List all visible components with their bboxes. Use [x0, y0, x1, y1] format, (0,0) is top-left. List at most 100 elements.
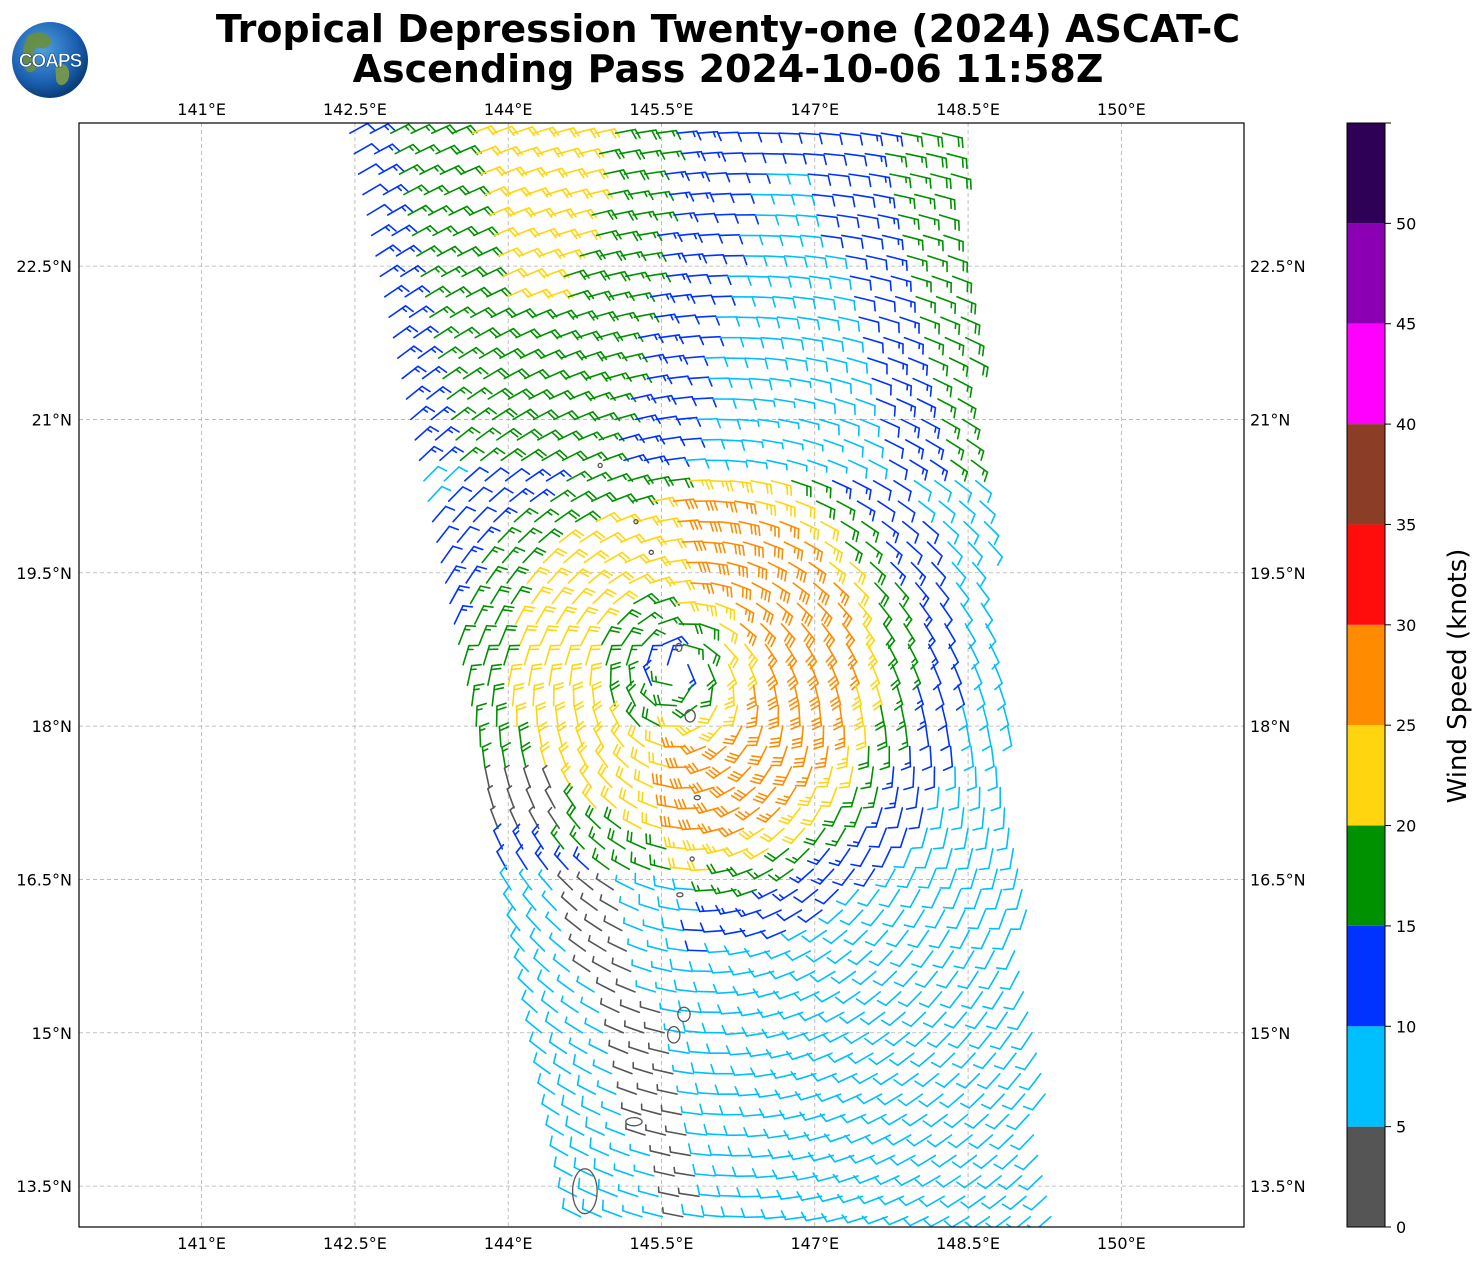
wind-barb: [828, 847, 851, 867]
wind-barb: [720, 1206, 745, 1218]
wind-barb: [664, 170, 690, 182]
wind-barb: [812, 582, 830, 606]
wind-barb: [576, 1074, 597, 1095]
wind-barb: [656, 716, 682, 727]
wind-barb: [690, 1062, 715, 1075]
wind-barb: [661, 537, 687, 549]
wind-barb: [673, 1166, 696, 1177]
wind-barb: [548, 389, 576, 401]
wind-barb: [593, 1158, 614, 1177]
wind-barb: [744, 643, 758, 669]
wind-barb: [792, 295, 817, 310]
wind-barb: [701, 541, 726, 554]
wind-barb: [693, 981, 718, 993]
wind-barb: [909, 459, 928, 481]
wind-barb: [500, 447, 527, 462]
wind-barb: [837, 602, 853, 628]
wind-barb: [788, 684, 800, 711]
wind-barb: [506, 566, 529, 584]
wind-barb: [577, 1177, 598, 1198]
wind-barb: [737, 132, 763, 143]
wind-barb: [856, 500, 876, 522]
wind-barb: [662, 354, 689, 365]
wind-barb: [798, 418, 820, 431]
wind-barb: [803, 827, 826, 846]
wind-barb: [745, 1047, 772, 1058]
wind-barb: [864, 1031, 890, 1046]
wind-barb: [537, 721, 549, 748]
lat-label-right-0: 13.5°N: [1250, 1177, 1306, 1196]
lat-label-left-3: 18°N: [32, 717, 72, 736]
wind-barb: [485, 565, 509, 584]
wind-barb: [776, 602, 794, 626]
wind-barb: [537, 429, 564, 441]
wind-barb: [767, 1148, 794, 1160]
wind-barb: [440, 265, 468, 278]
wind-barb: [560, 995, 579, 1014]
wind-barb: [886, 929, 909, 948]
colorbar-segment-7: [1347, 424, 1385, 525]
wind-barb: [525, 468, 552, 482]
wind-barb: [353, 143, 380, 155]
wind-barb: [884, 152, 908, 168]
wind-barb: [576, 871, 594, 891]
wind-barb: [797, 1011, 825, 1022]
wind-barb: [630, 851, 651, 871]
wind-barb: [830, 377, 852, 395]
wind-barb: [517, 968, 534, 993]
wind-barb: [929, 807, 945, 831]
wind-barb: [591, 700, 603, 727]
wind-barb: [857, 214, 880, 229]
colorbar-tick-label-1: 5: [1396, 1118, 1406, 1137]
wind-barb: [617, 1184, 639, 1198]
wind-barb: [373, 143, 401, 155]
wind-barb: [612, 743, 629, 768]
wind-barb: [847, 459, 868, 479]
wind-barb: [764, 643, 778, 670]
wind-barb: [452, 506, 477, 523]
wind-barb: [701, 1022, 727, 1034]
wind-barb: [524, 368, 551, 380]
wind-barb: [622, 808, 642, 830]
wind-barb: [539, 625, 559, 646]
wind-barb: [682, 840, 708, 851]
wind-barb: [722, 254, 748, 266]
wind-barb: [743, 255, 768, 267]
lat-label-left-4: 19.5°N: [16, 564, 72, 583]
wind-barb: [926, 1134, 953, 1148]
wind-barb: [719, 336, 745, 348]
wind-barb: [889, 1052, 915, 1067]
wind-barb: [868, 173, 892, 188]
wind-barb: [777, 418, 800, 430]
wind-barb: [697, 1002, 722, 1014]
wind-barb: [649, 576, 676, 587]
wind-barb: [513, 947, 530, 973]
wind-barb: [734, 1086, 760, 1097]
wind-barb: [760, 336, 785, 350]
wind-barb: [740, 336, 765, 349]
wind-barb: [554, 228, 582, 240]
colorbar-tick-label-5: 25: [1396, 716, 1416, 735]
wind-barb: [763, 1128, 789, 1139]
wind-barb: [529, 927, 546, 952]
wind-barb: [893, 193, 916, 210]
wind-barb: [660, 1104, 683, 1116]
wind-barb: [533, 1052, 551, 1075]
wind-barb: [676, 1085, 699, 1095]
wind-barb: [896, 704, 906, 731]
wind-barb: [541, 764, 552, 789]
wind-barb: [940, 725, 951, 752]
wind-barb: [957, 970, 979, 990]
wind-barb: [772, 766, 793, 786]
lon-label-bottom-2: 144°E: [484, 1234, 533, 1253]
wind-barb: [716, 418, 742, 430]
wind-barb: [846, 643, 858, 670]
wind-barb: [587, 569, 614, 584]
wind-barb: [592, 1059, 613, 1075]
colorbar-tick-label-6: 30: [1396, 616, 1416, 635]
wind-barb: [469, 585, 491, 605]
wind-barb: [643, 170, 670, 181]
wind-barb: [832, 704, 844, 731]
wind-barb: [921, 132, 944, 148]
